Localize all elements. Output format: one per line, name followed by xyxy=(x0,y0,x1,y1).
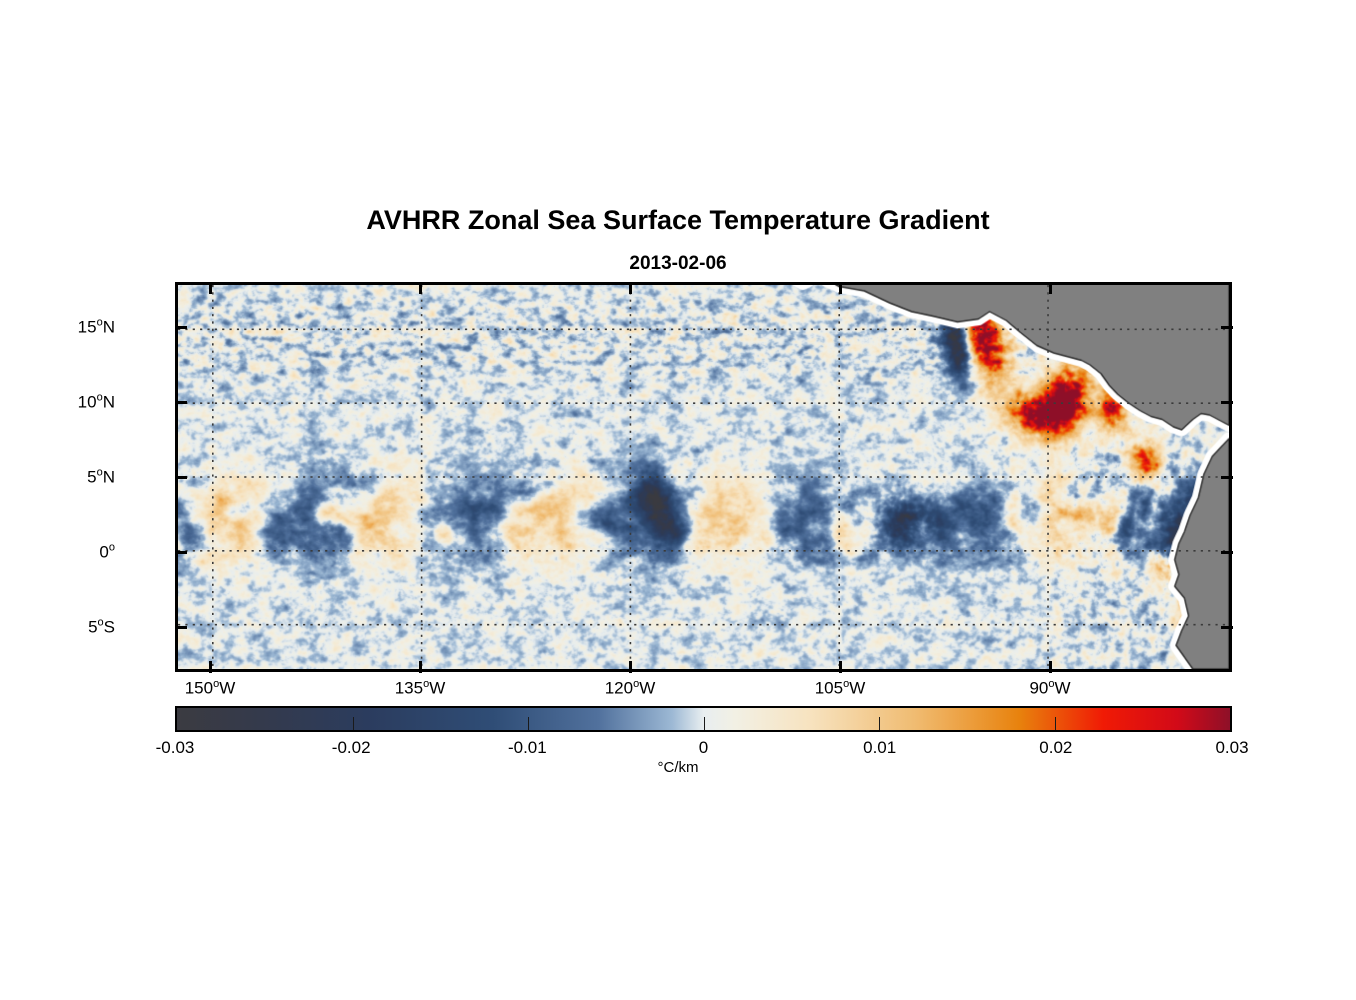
x-tick-mark xyxy=(208,282,212,294)
x-tick-mark xyxy=(1048,282,1052,294)
colorbar-tick-label: 0.01 xyxy=(863,738,897,757)
x-tick-mark xyxy=(628,661,632,673)
x-tick-mark xyxy=(418,661,422,673)
colorbar-tick xyxy=(703,716,705,730)
y-tick-mark xyxy=(1221,325,1233,329)
colorbar-tick-label: -0.01 xyxy=(507,738,547,757)
colorbar-tick-label: 0 xyxy=(698,738,709,757)
colorbar-tick-label: 0.03 xyxy=(1215,738,1249,757)
y-tick-mark xyxy=(1221,625,1233,629)
x-tick-label: 135oW xyxy=(394,678,446,698)
x-tick-mark xyxy=(208,661,212,673)
colorbar-tick xyxy=(1054,716,1056,730)
y-tick-label: 15oN xyxy=(77,316,115,337)
y-tick-mark xyxy=(175,475,187,479)
y-tick-mark xyxy=(1221,475,1233,479)
y-tick-mark xyxy=(1221,400,1233,404)
x-tick-mark xyxy=(628,282,632,294)
colorbar-tick-label: -0.02 xyxy=(331,738,371,757)
colorbar-tick-label: -0.03 xyxy=(155,738,195,757)
y-tick-label: 10oN xyxy=(77,391,115,412)
land-mask xyxy=(178,285,1229,669)
colorbar-tick-label: 0.02 xyxy=(1039,738,1073,757)
colorbar-tick xyxy=(352,716,354,730)
x-tick-label: 120oW xyxy=(604,678,656,698)
figure-subtitle: 2013-02-06 xyxy=(629,253,727,274)
x-tick-label: 105oW xyxy=(814,678,866,698)
y-tick-label: 0o xyxy=(99,541,115,562)
x-tick-mark xyxy=(838,661,842,673)
x-tick-label: 90oW xyxy=(1029,678,1071,698)
y-tick-mark xyxy=(175,325,187,329)
x-tick-mark xyxy=(1048,661,1052,673)
y-tick-label: 5oS xyxy=(88,616,115,637)
figure-title: AVHRR Zonal Sea Surface Temperature Grad… xyxy=(366,205,990,235)
y-tick-mark xyxy=(175,625,187,629)
colorbar-tick xyxy=(528,716,529,730)
x-tick-mark xyxy=(838,282,842,294)
map-axes xyxy=(175,282,1232,672)
x-tick-mark xyxy=(418,282,422,294)
y-tick-mark xyxy=(175,400,187,404)
y-tick-label: 5oN xyxy=(87,466,115,487)
y-tick-mark xyxy=(1221,550,1233,554)
colorbar-units-label: °C/km xyxy=(657,759,699,776)
colorbar-tick xyxy=(879,716,880,730)
x-tick-label: 150oW xyxy=(184,678,236,698)
y-tick-mark xyxy=(175,550,187,554)
colorbar xyxy=(175,706,1232,732)
